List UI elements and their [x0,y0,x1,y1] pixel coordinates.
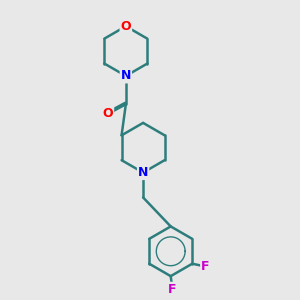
Text: N: N [138,166,148,179]
Text: F: F [201,260,210,273]
Text: F: F [168,283,177,296]
Text: O: O [121,20,131,33]
Text: O: O [103,107,113,120]
Text: N: N [121,70,131,83]
